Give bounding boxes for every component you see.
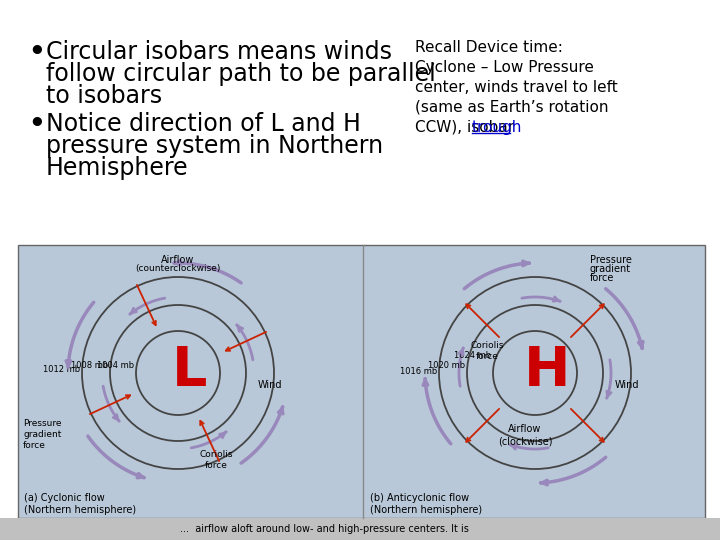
Text: Airflow: Airflow <box>161 255 194 265</box>
FancyBboxPatch shape <box>18 245 705 518</box>
Text: (a) Cyclonic flow
(Northern hemisphere): (a) Cyclonic flow (Northern hemisphere) <box>24 492 136 515</box>
Text: Coriolis
force: Coriolis force <box>199 450 233 470</box>
Text: Wind: Wind <box>258 380 282 390</box>
Text: Wind: Wind <box>615 380 639 390</box>
Text: (counterclockwise): (counterclockwise) <box>135 264 221 273</box>
Text: Pressure
gradient
force: Pressure gradient force <box>23 419 61 450</box>
Text: trough: trough <box>472 120 523 135</box>
Text: ...  airflow aloft around low- and high-pressure centers. It is: ... airflow aloft around low- and high-p… <box>180 524 469 534</box>
Text: Cyclone – Low Pressure: Cyclone – Low Pressure <box>415 60 594 75</box>
Text: 1016 mb: 1016 mb <box>400 367 437 375</box>
Text: •: • <box>28 40 45 66</box>
Text: pressure system in Northern: pressure system in Northern <box>46 134 383 158</box>
Text: •: • <box>28 112 45 138</box>
Text: Notice direction of L and H: Notice direction of L and H <box>46 112 361 136</box>
Text: (b) Anticyclonic flow
(Northern hemisphere): (b) Anticyclonic flow (Northern hemisphe… <box>370 492 482 515</box>
Text: 1004 mb: 1004 mb <box>97 361 134 369</box>
Text: to isobars: to isobars <box>46 84 162 108</box>
Text: Airflow
(clockwise): Airflow (clockwise) <box>498 423 552 446</box>
Text: force: force <box>590 273 614 283</box>
Text: (same as Earth’s rotation: (same as Earth’s rotation <box>415 100 608 115</box>
Text: H: H <box>523 344 570 398</box>
Text: L: L <box>172 344 207 398</box>
Text: center, winds travel to left: center, winds travel to left <box>415 80 618 95</box>
Text: 1008 mb: 1008 mb <box>71 361 108 369</box>
Text: CCW), isobar: CCW), isobar <box>415 120 519 135</box>
Text: 1012 mb: 1012 mb <box>43 364 80 374</box>
Text: Coriolis
force: Coriolis force <box>470 341 504 361</box>
Text: follow circular path to be parallel: follow circular path to be parallel <box>46 62 436 86</box>
Text: Recall Device time:: Recall Device time: <box>415 40 563 55</box>
FancyBboxPatch shape <box>0 518 720 540</box>
Text: gradient: gradient <box>590 264 631 274</box>
Text: Pressure: Pressure <box>590 255 632 265</box>
Text: Hemisphere: Hemisphere <box>46 156 189 180</box>
Text: Circular isobars means winds: Circular isobars means winds <box>46 40 392 64</box>
Text: 1024 mb: 1024 mb <box>454 350 491 360</box>
Text: 1020 mb: 1020 mb <box>428 361 465 369</box>
